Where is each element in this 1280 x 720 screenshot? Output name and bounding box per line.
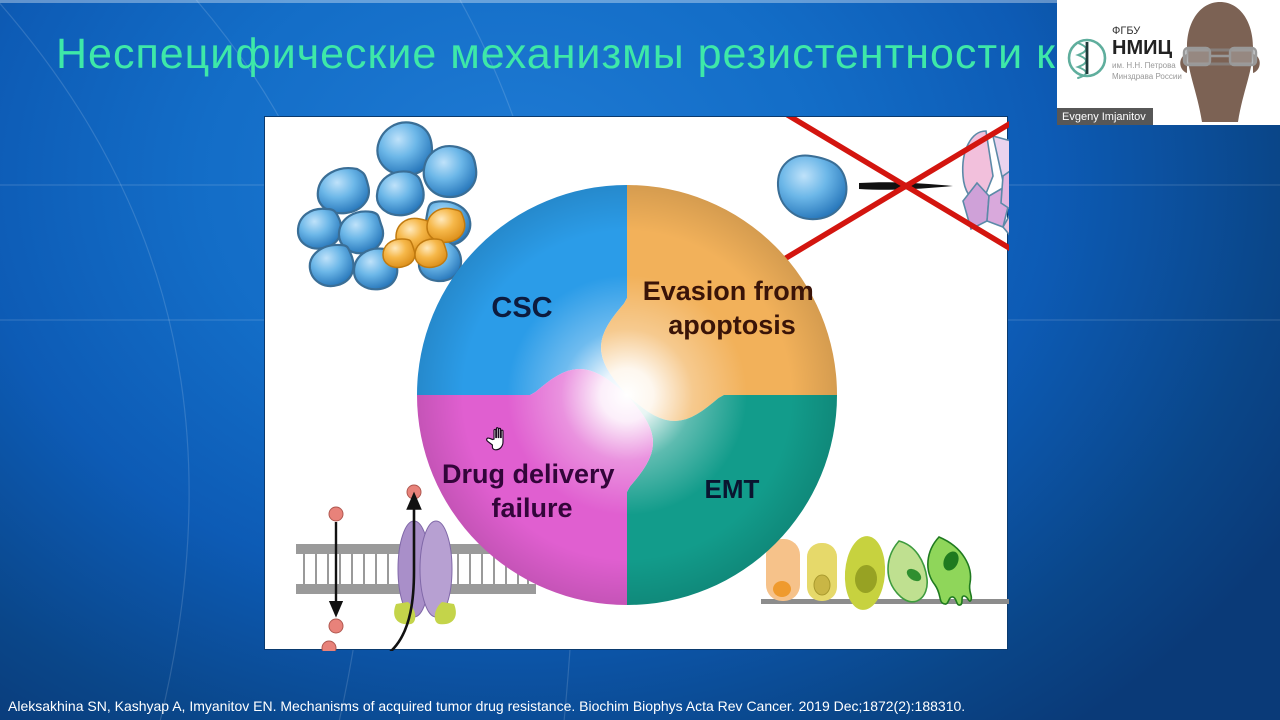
svg-text:им. Н.Н. Петрова: им. Н.Н. Петрова [1112,61,1176,70]
svg-text:НМИЦ: НМИЦ [1112,37,1172,59]
svg-text:Evgeny Imjanitov: Evgeny Imjanitov [1062,111,1146,123]
svg-text:EMT: EMT [705,474,760,504]
svg-text:Минздрава России: Минздрава России [1112,72,1182,81]
svg-text:ФГБУ: ФГБУ [1112,25,1141,37]
svg-text:CSC: CSC [491,292,552,324]
